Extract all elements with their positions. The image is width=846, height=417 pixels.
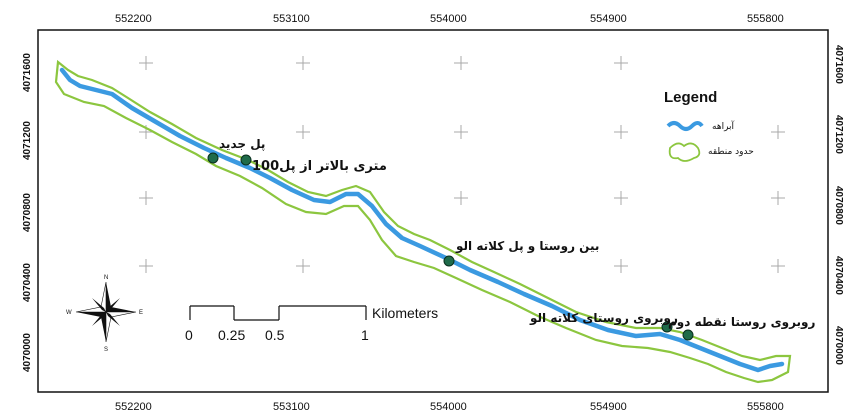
scale-bar: 0 0.25 0.5 1 Kilometers [185,305,438,343]
north-arrow: N E S W [66,275,143,353]
legend-item-label: آبراهه [712,120,735,132]
north-label: N [104,275,108,281]
y-tick-left: 4070400 [22,263,33,302]
sample-point [661,321,673,333]
place-label: بین روستا و پل کلاته الو [455,239,599,254]
legend-boundary-swatch [668,142,701,162]
sample-point [682,329,694,341]
south-label: S [104,347,108,353]
stream-channel [59,67,785,373]
y-tick-left: 4071600 [22,53,33,92]
right-axis-labels: 4071600 4071200 4070800 4070400 4070000 [833,45,844,365]
x-tick-top: 555800 [747,13,784,25]
scale-tick: 0.5 [265,327,285,343]
east-label: E [139,310,143,316]
sample-point [207,152,219,164]
place-label: روبروی روستای کلاته الو [529,311,678,326]
left-axis-labels: 4071600 4071200 4070800 4070400 4070000 [22,53,33,372]
y-tick-left: 4070800 [22,193,33,232]
place-label: 100متری بالاتر از پل [252,159,387,174]
x-tick-bottom: 554900 [590,401,627,413]
x-tick-top: 554900 [590,13,627,25]
y-tick-left: 4071200 [22,121,33,160]
legend-item-label: حدود منطقه [708,147,754,157]
sample-point [443,255,455,267]
place-label: پل جدید [219,137,265,151]
x-tick-bottom: 552200 [115,401,152,413]
y-tick-left: 4070000 [22,333,33,372]
study-area-boundary [54,59,792,384]
x-tick-bottom: 553100 [273,401,310,413]
x-tick-top: 554000 [430,13,467,25]
x-tick-bottom: 555800 [747,401,784,413]
y-tick-right: 4070800 [833,186,844,225]
sample-points [207,152,694,341]
bottom-axis-labels: 552200 553100 554000 554900 555800 [115,401,784,413]
y-tick-right: 4071200 [833,115,844,154]
legend-stream-swatch [666,121,704,131]
map-frame [37,29,829,393]
x-tick-top: 552200 [115,13,152,25]
west-label: W [66,310,72,316]
place-label: روبروی روستا نقطه دوم [668,315,816,330]
sample-point [240,154,252,166]
x-tick-top: 553100 [273,13,310,25]
scale-tick: 1 [361,327,369,343]
scale-tick: 0.25 [218,327,245,343]
scale-unit: Kilometers [372,305,438,321]
legend-title: Legend [664,89,717,106]
x-tick-bottom: 554000 [430,401,467,413]
y-tick-right: 4070000 [833,326,844,365]
top-axis-labels: 552200 553100 554000 554900 555800 [115,13,784,25]
y-tick-right: 4071600 [833,45,844,84]
legend: Legend آبراهه حدود منطقه [664,89,754,162]
scale-tick: 0 [185,327,193,343]
grid-crosses [139,56,785,273]
y-tick-right: 4070400 [833,256,844,295]
